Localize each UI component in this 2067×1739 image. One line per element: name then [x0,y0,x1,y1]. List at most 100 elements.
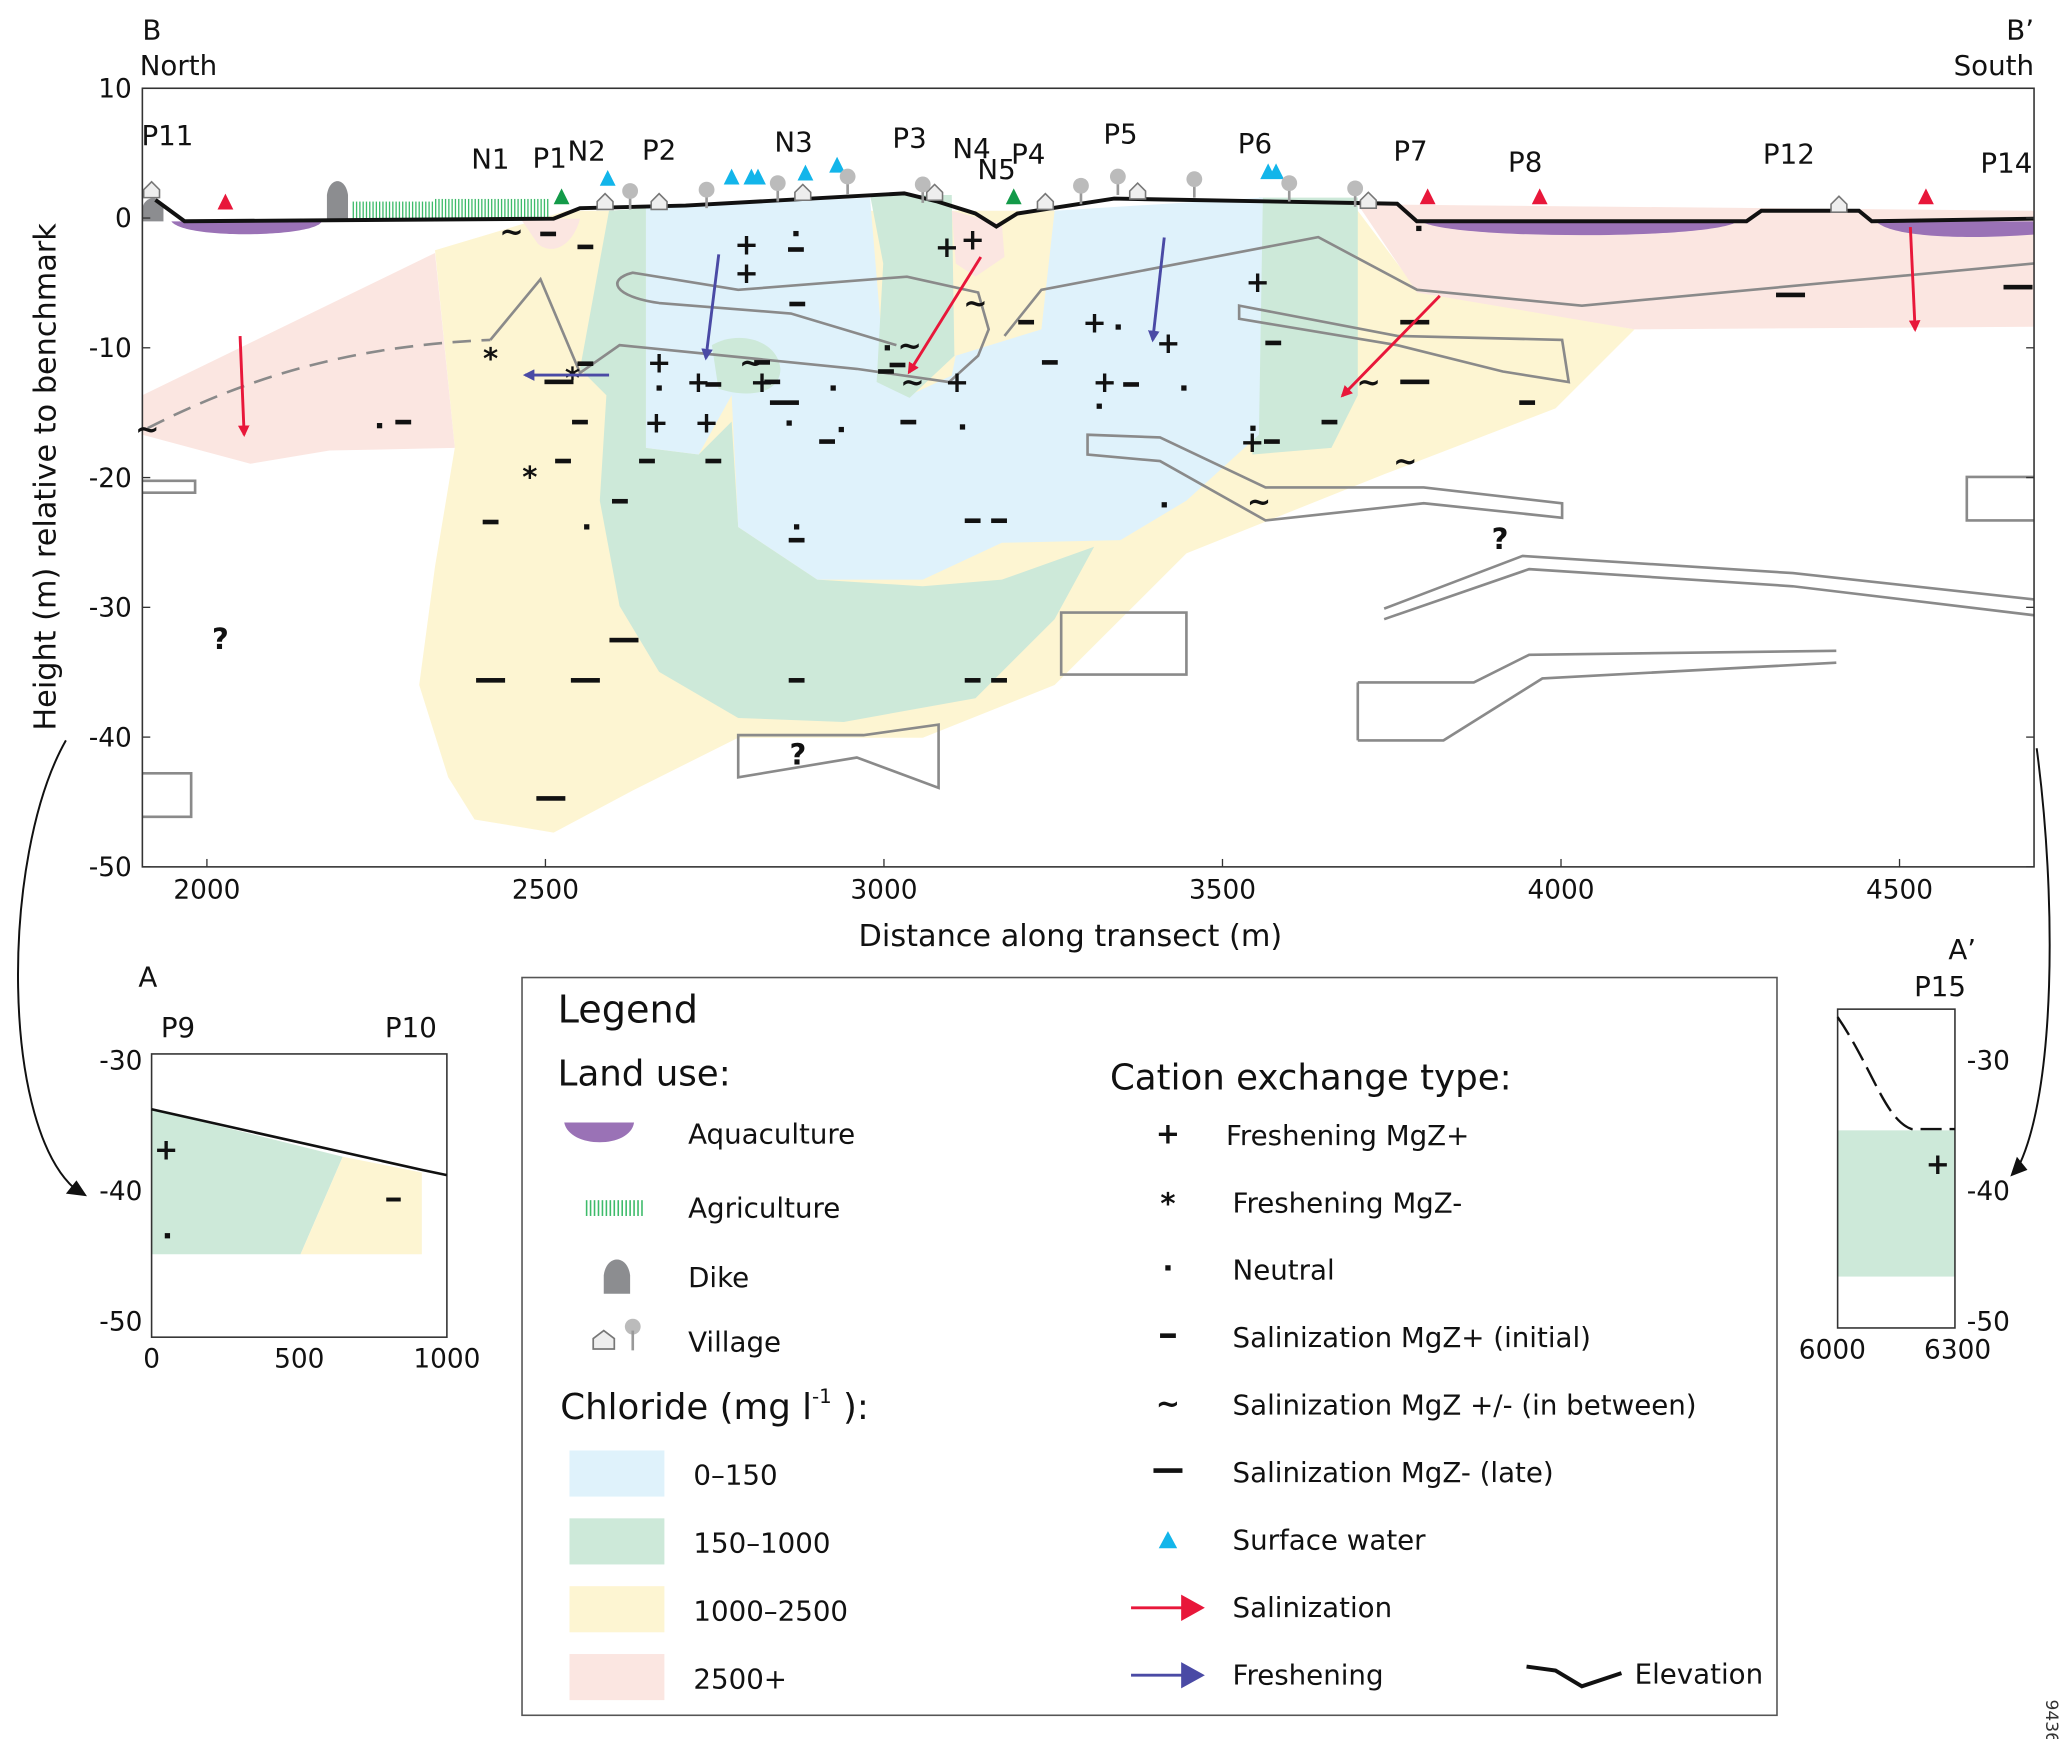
village-tree-icon [769,175,786,192]
legend-label: Salinization [1233,1591,1393,1624]
legend-label: 1000–2500 [693,1594,848,1627]
chloride-swatch [569,1518,665,1565]
inset-a-prime: + A’ P15 -30 -40 -50 6000 6300 [1799,933,2010,1365]
y-tick-label: -10 [89,334,132,364]
salinization-initial-icon [789,301,806,307]
legend: Legend Land use: Aquaculture Agriculture… [521,976,1778,1717]
salinization-initial-icon [577,361,594,367]
svg-text:+: + [1926,1147,1950,1181]
salinization-initial-icon [482,519,499,525]
neutral-icon [656,385,662,391]
arrowhead-icon [1181,1662,1205,1689]
salinization-initial-icon [395,419,412,425]
dike-icon [603,1259,631,1294]
inset-a-letter: A [138,961,157,994]
chloride-swatch [569,1586,665,1633]
salinization-arrow [1908,227,1921,332]
villages [142,168,1848,213]
salinization-initial-icon [964,518,981,524]
freshening-mgz-plus-icon: + [935,230,959,264]
salinization-arrow [1340,294,1441,398]
salinization-initial-icon [1160,1333,1176,1338]
x-tick-label: 3500 [1189,875,1256,905]
surface-water-icon [599,156,1284,186]
village-tree-icon [1109,168,1126,185]
agriculture-icon [352,198,549,219]
well-label: P4 [1011,137,1045,170]
village-house-icon [794,183,812,202]
freshening-mgz-minus-icon: * [483,342,498,376]
salinization-late-icon [769,400,799,405]
well-label: P2 [642,133,676,166]
dike-icon [326,181,349,222]
x-tick-label: 2500 [512,875,579,905]
salinization-initial-icon [612,498,628,504]
freshening-mgz-plus-icon: + [694,405,718,439]
well-label: N3 [774,126,812,159]
x-axis-label: Distance along transect (m) [859,919,1283,954]
section-start-letter: B [142,14,161,47]
salinization-initial-icon [555,458,571,464]
salinization-initial-icon [1018,319,1035,325]
tick-label: -50 [1967,1308,2010,1338]
figure-number: 9436 [2041,1699,2061,1739]
legend-title: Legend [558,988,698,1032]
tick-label: 1000 [413,1344,480,1374]
village-house-icon [925,183,944,202]
well-label: P1 [533,141,567,174]
arrowhead-icon [1181,1594,1205,1621]
salinization-initial-icon [764,379,781,385]
salinization-initial-icon [639,458,655,464]
village-house-icon [142,180,161,199]
village-tree-icon [622,183,639,199]
freshening-arrow [1148,237,1166,343]
well-label: N4 [952,132,990,165]
salinization-initial-icon [788,247,804,252]
freshening-mgz-minus-icon: * [522,460,537,494]
legend-label: 0–150 [693,1459,777,1492]
salinization-initial-icon [991,518,1007,524]
inset-connector-right [2016,748,2051,1171]
neutral-icon [1115,324,1121,330]
legend-section-title: Chloride (mg l-1 ): [560,1385,869,1428]
salinization-late-icon [570,678,600,683]
legend-label: Dike [688,1261,749,1294]
neutral-icon [1096,403,1102,409]
aquaculture-icon [1421,221,1738,236]
tick-label: 6300 [1924,1335,1991,1365]
legend-label: Freshening [1233,1658,1384,1691]
salinization-in-between-icon: ~ [135,412,159,446]
salinization-initial-icon [878,369,894,374]
freshening-mgz-plus-icon: + [1082,305,1106,339]
village-tree-icon [1073,177,1089,194]
freshening-mgz-plus-icon: + [686,365,710,399]
chloride-swatch [569,1654,665,1701]
zone-150-1000 [711,337,781,394]
neutral-icon [959,424,966,430]
well-label: P5 [1103,118,1137,151]
legend-label: Salinization MgZ+ (initial) [1233,1321,1591,1354]
village-tree-icon [914,176,931,193]
legend-label: Village [688,1326,781,1359]
salinization-initial-icon [819,439,835,444]
salinization-late-icon [609,637,639,643]
unknown-mark: ? [790,737,807,771]
salinization-initial-icon [577,244,594,250]
neutral-icon [884,345,890,351]
salinization-late-icon [1153,1468,1183,1473]
freshening-mgz-plus-icon: + [1093,365,1117,399]
unknown-mark: ? [1492,522,1509,556]
section-end-letter: B’ [2006,14,2034,47]
x-tick-label: 2000 [173,875,240,905]
village-house-icon [1830,195,1848,213]
neutral-icon [1250,425,1256,431]
village-house-icon [1359,191,1378,209]
salinization-late-icon [536,796,566,801]
salinization-arrow [907,256,983,375]
y-tick-label: -40 [89,723,132,753]
village-tree-icon [1186,171,1203,188]
inset-a-well: P10 [385,1011,437,1044]
neutral-icon [830,385,836,391]
freshening-mgz-plus-icon: + [1156,326,1180,360]
